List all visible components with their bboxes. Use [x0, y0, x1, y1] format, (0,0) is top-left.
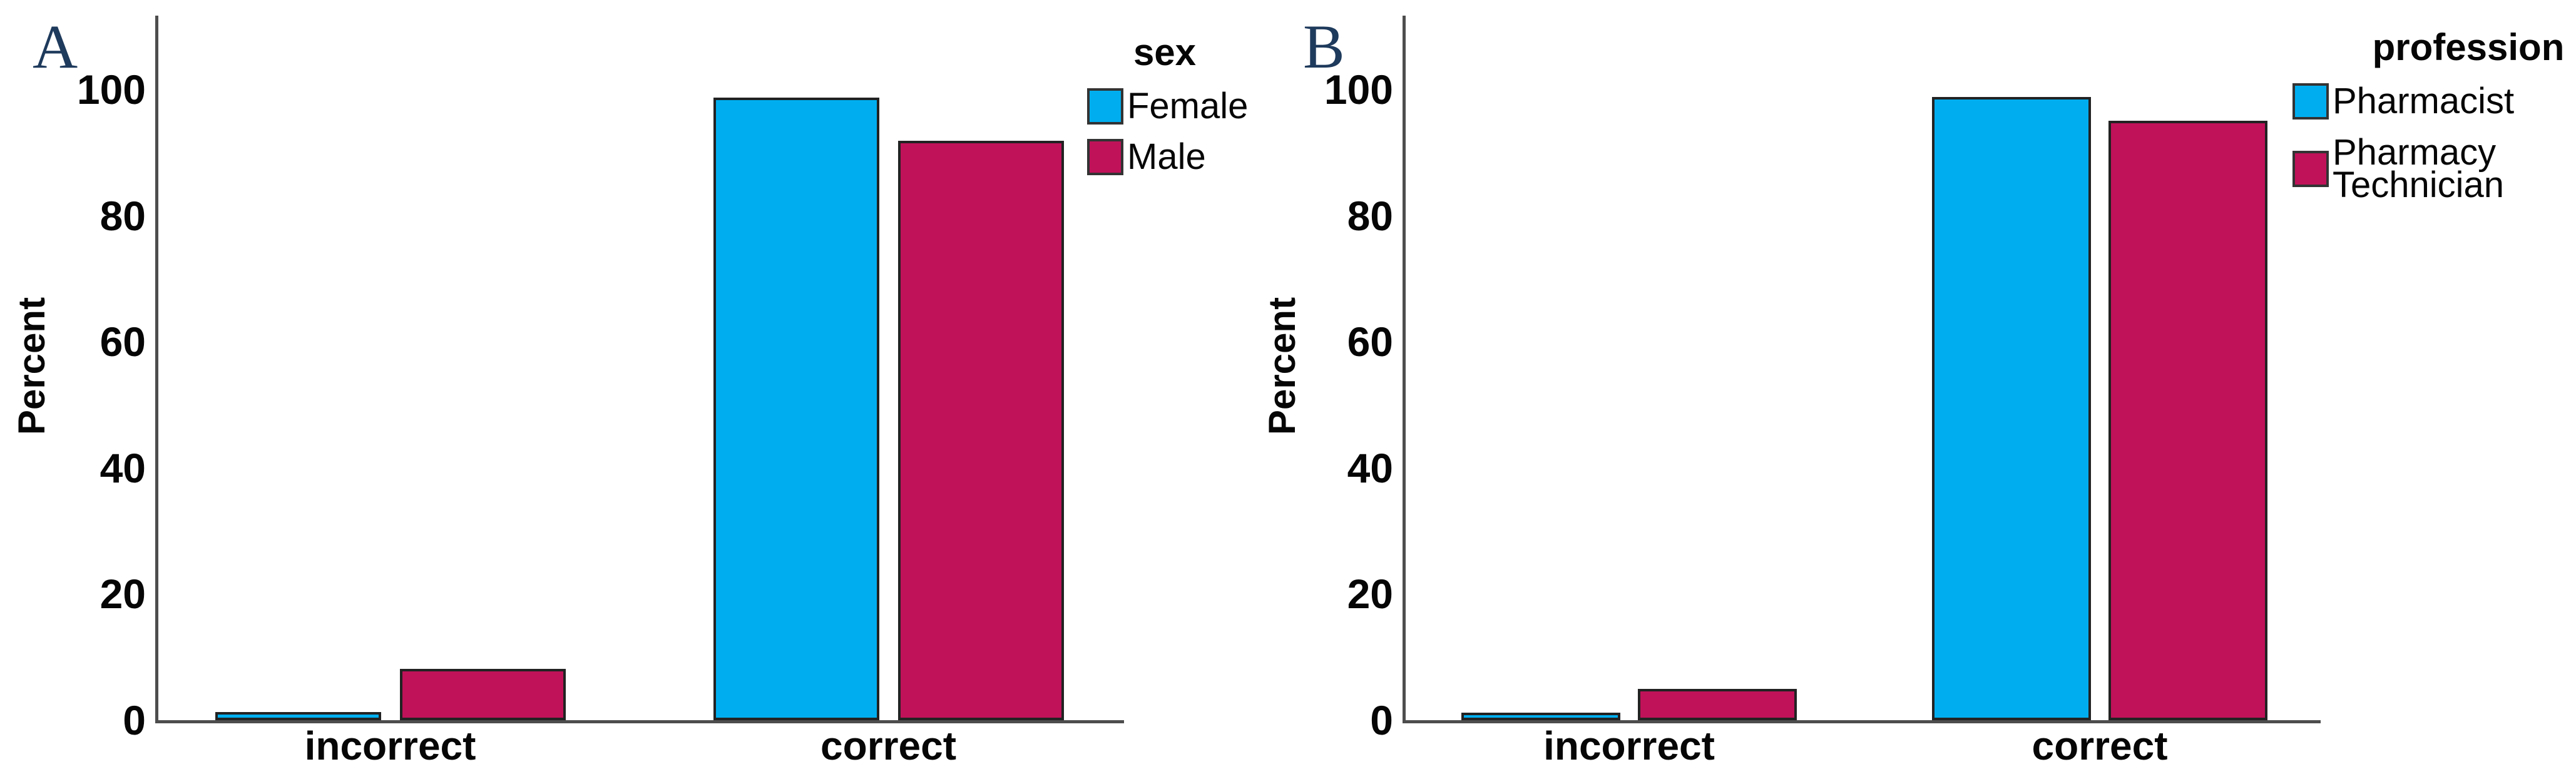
category-label-a-correct: correct: [820, 723, 956, 768]
category-label-b-incorrect: incorrect: [1543, 723, 1715, 768]
y-tick-label-b-20: 20: [1347, 571, 1393, 618]
legend-title-sex: sex: [1133, 31, 1197, 73]
x-axis-line-b: [1403, 720, 2321, 723]
legend-label-pharmacist: Pharmacist: [2333, 81, 2515, 121]
legend-item-female: Female: [1087, 87, 1248, 126]
x-axis-line-a: [155, 720, 1124, 723]
legend-title-profession: profession: [2372, 26, 2565, 68]
bar-b-pharmacist-correct: [1932, 97, 2091, 720]
legend-swatch-female: [1087, 88, 1123, 125]
bar-a-male-correct: [898, 141, 1064, 720]
legend-item-pharmacist: Pharmacist: [2292, 82, 2514, 121]
legend-swatch-male: [1087, 139, 1123, 175]
y-tick-label-b-0: 0: [1370, 697, 1393, 743]
bar-a-female-incorrect: [215, 712, 381, 720]
y-tick-label-b-100: 100: [1324, 66, 1393, 113]
legend-item-pharmacy-technician: Pharmacy Technician: [2292, 132, 2520, 205]
y-axis-title-a: Percent: [10, 297, 53, 435]
y-tick-label-a-100: 100: [76, 66, 146, 113]
bar-b-pharmacy-technician-correct: [2108, 121, 2267, 720]
legend-item-male: Male: [1087, 138, 1206, 176]
y-tick-label-b-60: 60: [1347, 318, 1393, 365]
legend-label-female: Female: [1127, 86, 1249, 126]
panel-b-letter: B: [1303, 12, 1345, 81]
bar-b-pharmacist-incorrect: [1461, 713, 1620, 720]
bar-a-male-incorrect: [400, 669, 566, 720]
y-axis-title-b: Percent: [1260, 297, 1303, 435]
y-tick-label-b-40: 40: [1347, 444, 1393, 491]
y-tick-label-a-60: 60: [100, 318, 146, 365]
panel-a-letter: A: [33, 12, 78, 81]
legend-label-male: Male: [1127, 136, 1206, 177]
category-label-b-correct: correct: [2032, 723, 2168, 768]
y-tick-label-a-80: 80: [100, 192, 146, 239]
y-tick-label-b-80: 80: [1347, 192, 1393, 239]
y-tick-label-a-40: 40: [100, 444, 146, 491]
legend-swatch-pharmacy-technician: [2292, 151, 2329, 187]
legend-label-pharmacy-technician: Pharmacy Technician: [2333, 132, 2505, 205]
y-axis-line-a: [155, 16, 158, 723]
category-label-a-incorrect: incorrect: [304, 723, 476, 768]
legend-swatch-pharmacist: [2292, 83, 2329, 120]
y-tick-label-a-20: 20: [100, 571, 146, 618]
bar-b-pharmacy-technician-incorrect: [1638, 689, 1797, 720]
y-axis-line-b: [1403, 16, 1406, 723]
bar-a-female-correct: [713, 98, 879, 720]
y-tick-label-a-0: 0: [123, 697, 146, 743]
